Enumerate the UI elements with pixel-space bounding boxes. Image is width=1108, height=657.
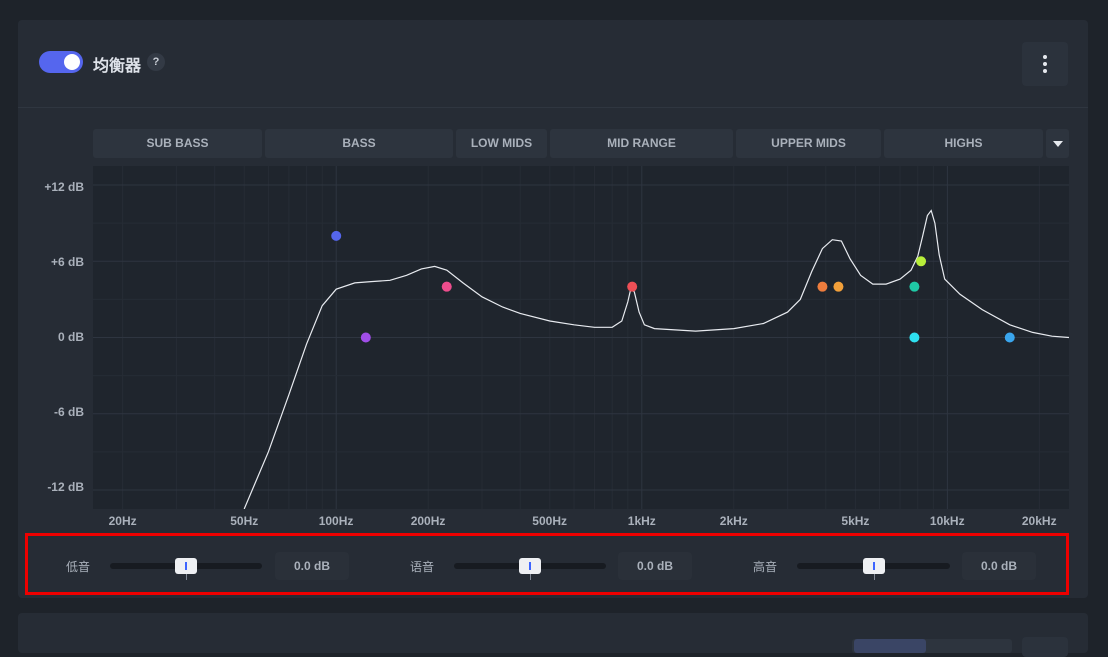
treble-value[interactable]: 0.0 dB — [962, 552, 1036, 580]
more-options-button[interactable] — [1022, 42, 1068, 86]
equalizer-toggle[interactable] — [39, 51, 83, 73]
x-tick-label: 50Hz — [230, 514, 259, 528]
eq-control-point[interactable] — [909, 281, 920, 292]
bass-slider-center-tick — [186, 574, 187, 580]
y-tick-label: +12 dB — [44, 180, 84, 194]
voice-slider-center-tick — [530, 574, 531, 580]
x-tick-label: 200Hz — [410, 514, 446, 528]
tone-controls-highlight — [25, 533, 1069, 595]
voice-value[interactable]: 0.0 dB — [618, 552, 692, 580]
band-highs[interactable]: HIGHS — [884, 129, 1043, 158]
caret-down-icon — [1053, 141, 1063, 147]
more-vertical-icon-dot — [1043, 69, 1047, 73]
frequency-response-chart[interactable] — [93, 166, 1069, 509]
bass-label: 低音 — [66, 560, 91, 574]
next-panel-tab-selected[interactable] — [854, 639, 926, 653]
treble-label: 高音 — [753, 560, 778, 574]
eq-control-point[interactable] — [441, 281, 452, 292]
help-icon[interactable]: ? — [147, 53, 165, 71]
y-tick-label: +6 dB — [50, 255, 84, 269]
next-panel-button[interactable] — [1022, 637, 1068, 657]
bass-value[interactable]: 0.0 dB — [275, 552, 349, 580]
next-panel — [18, 613, 1088, 657]
equalizer-title: 均衡器 — [93, 58, 142, 75]
eq-control-points[interactable] — [331, 230, 1015, 343]
band-mid-range[interactable]: MID RANGE — [550, 129, 733, 158]
treble-slider-center-tick — [874, 574, 875, 580]
eq-control-point[interactable] — [833, 281, 844, 292]
more-vertical-icon-dot — [1043, 62, 1047, 66]
y-tick-label: -12 dB — [47, 480, 84, 494]
toggle-knob — [64, 54, 80, 70]
eq-control-point[interactable] — [909, 332, 920, 343]
x-tick-label: 100Hz — [318, 514, 354, 528]
eq-control-point[interactable] — [360, 332, 371, 343]
eq-control-point[interactable] — [1004, 332, 1015, 343]
eq-control-point[interactable] — [331, 230, 342, 241]
voice-label: 语音 — [410, 560, 435, 574]
x-tick-label: 10kHz — [929, 514, 965, 528]
band-bass[interactable]: BASS — [265, 129, 453, 158]
y-tick-label: 0 dB — [57, 330, 84, 344]
band-upper-mids[interactable]: UPPER MIDS — [736, 129, 881, 158]
plot-grid — [93, 166, 1069, 509]
x-tick-label: 20kHz — [1021, 514, 1057, 528]
bass-slider-thumb[interactable] — [175, 558, 197, 574]
eq-control-point[interactable] — [817, 281, 828, 292]
eq-control-point[interactable] — [627, 281, 638, 292]
x-tick-label: 500Hz — [532, 514, 567, 528]
y-tick-label: -6 dB — [54, 405, 84, 419]
x-tick-label: 20Hz — [108, 514, 137, 528]
band-sub-bass[interactable]: SUB BASS — [93, 129, 262, 158]
treble-slider-thumb[interactable] — [863, 558, 885, 574]
x-tick-label: 2kHz — [719, 514, 748, 528]
x-tick-label: 1kHz — [627, 514, 656, 528]
eq-control-point[interactable] — [916, 256, 927, 267]
equalizer-header: 均衡器 ? — [18, 20, 1088, 108]
x-tick-label: 5kHz — [841, 514, 870, 528]
more-vertical-icon — [1043, 55, 1047, 59]
voice-slider-thumb[interactable] — [519, 558, 541, 574]
eq-response-curve — [243, 209, 1069, 509]
band-low-mids[interactable]: LOW MIDS — [456, 129, 547, 158]
band-dropdown-button[interactable] — [1046, 129, 1069, 158]
